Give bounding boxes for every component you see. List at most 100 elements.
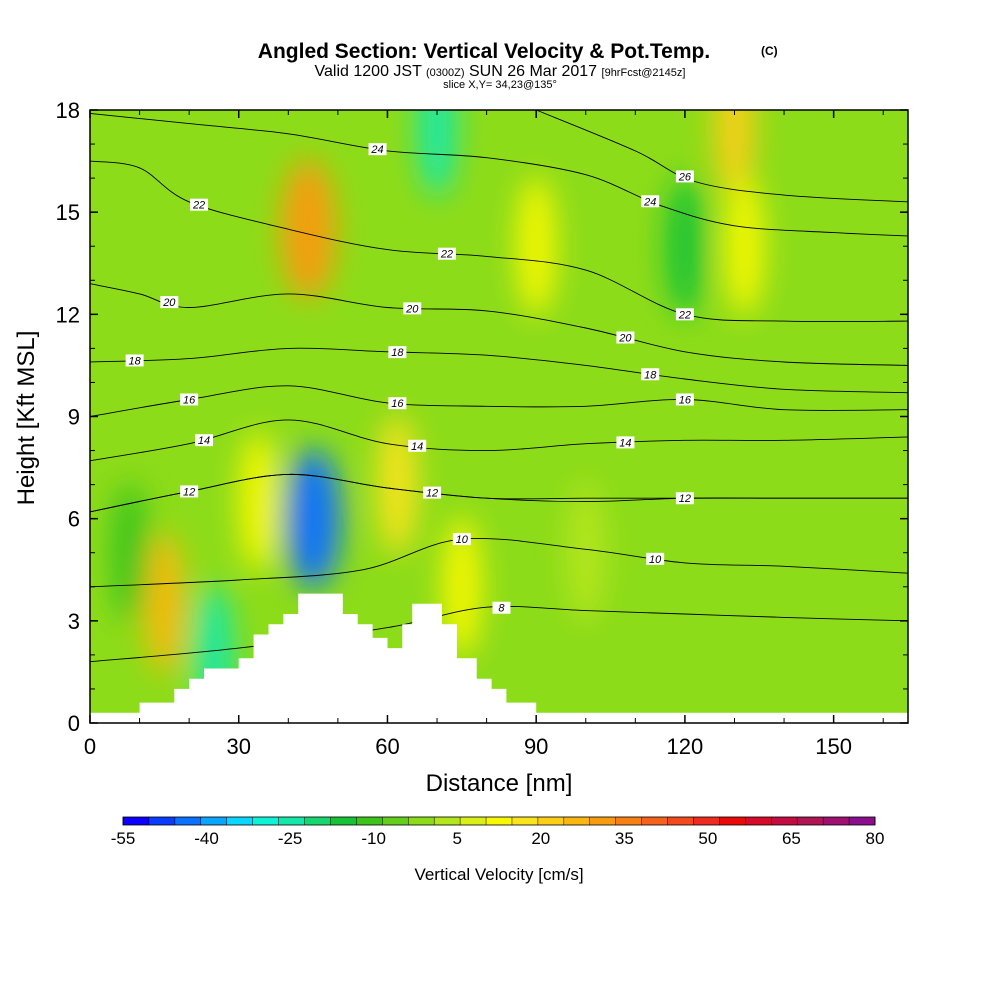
colorbar-swatch: [693, 817, 720, 825]
plot-area: 8 10 10 12 12 12 14 14 14 16 16 16 18 18 18 20 20 20 22 22 2…: [56, 98, 909, 759]
svg-text:18: 18: [128, 355, 141, 367]
contour-line-16: [90, 385, 908, 417]
velocity-feature-2: [280, 159, 337, 300]
utc-time: (0300Z): [426, 67, 465, 79]
colorbar-swatch: [797, 817, 824, 825]
contour-label-12: 12: [675, 492, 694, 505]
contour-label-10: 10: [646, 552, 665, 566]
contour-label-18: 18: [388, 346, 407, 359]
contour-label-16: 16: [388, 397, 407, 410]
colorbar-swatch: [148, 817, 176, 825]
svg-text:16: 16: [679, 394, 692, 406]
x-tick-label: 90: [524, 734, 548, 759]
contour-line-18: [90, 347, 908, 394]
velocity-feature-13: [565, 482, 606, 623]
terrain-mask: [139, 593, 537, 723]
contour-label-22: 22: [190, 198, 209, 212]
velocity-feature-7: [516, 176, 557, 317]
contour-label-24: 24: [368, 143, 387, 156]
colorbar-tick-label: -25: [278, 829, 303, 848]
colorbar: -55 -40 -25 -10 5 20 35 50 65 80: [111, 816, 885, 848]
colorbar-tick-label: 80: [866, 829, 885, 848]
x-tick-label: 150: [815, 734, 852, 759]
colorbar-swatch: [719, 817, 746, 825]
svg-text:14: 14: [198, 435, 210, 447]
contour-label-20: 20: [616, 331, 635, 344]
colorbar-swatch: [434, 817, 461, 825]
y-axis-ticks: 0 3 6 9 12 15 18: [56, 98, 908, 736]
velocity-feature-5: [377, 414, 418, 555]
svg-text:12: 12: [183, 486, 195, 498]
contour-label-22: 22: [675, 308, 694, 321]
slice-info: slice X,Y= 34,23@135°: [443, 79, 557, 91]
y-tick-label: 15: [56, 200, 80, 225]
svg-text:24: 24: [370, 144, 383, 156]
contour-label-26: 26: [675, 170, 694, 183]
svg-text:22: 22: [192, 200, 205, 212]
velocity-feature-4: [238, 431, 279, 572]
pot-temp-contours: [90, 110, 908, 663]
contour-label-22: 22: [437, 247, 456, 261]
svg-text:12: 12: [679, 493, 691, 505]
colorbar-swatch: [123, 817, 150, 825]
contour-line-22: [90, 160, 908, 323]
contour-line-20: [90, 283, 908, 366]
colorbar-tick-label: -55: [111, 829, 136, 848]
forecast-info: [9hrFcst@2145z]: [602, 67, 686, 79]
contour-line-26: [536, 110, 908, 203]
colorbar-tick-label: 5: [452, 829, 461, 848]
svg-text:26: 26: [678, 171, 692, 183]
svg-text:10: 10: [456, 534, 469, 546]
colorbar-swatch: [849, 817, 876, 825]
valid-date: SUN 26 Mar 2017: [469, 63, 597, 80]
colorbar-swatch: [771, 817, 798, 825]
colorbar-tick-label: 50: [698, 829, 717, 848]
contour-label-10: 10: [452, 533, 471, 546]
contour-label-20: 20: [403, 302, 422, 315]
colorbar-swatch: [356, 817, 383, 825]
colorbar-swatch: [615, 817, 643, 825]
colorbar-swatch: [408, 817, 435, 825]
contour-label-8: 8: [492, 601, 511, 615]
contour-line-14: [90, 419, 908, 462]
velocity-feature-9: [664, 176, 705, 317]
svg-text:24: 24: [643, 196, 656, 208]
x-tick-label: 0: [84, 734, 96, 759]
x-tick-label: 120: [667, 734, 704, 759]
contour-label-18: 18: [125, 354, 144, 367]
colorbar-tick-label: 20: [531, 829, 550, 848]
contour-label-16: 16: [675, 393, 694, 406]
y-axis-label: Height [Kft MSL]: [13, 331, 40, 506]
svg-text:22: 22: [678, 309, 691, 321]
svg-text:22: 22: [440, 249, 453, 261]
contour-line-12: [90, 473, 908, 513]
valid-time-line: Valid 1200 JST (0300Z) SUN 26 Mar 2017 […: [315, 63, 686, 80]
colorbar-swatch: [641, 817, 669, 825]
colorbar-swatch: [278, 817, 306, 825]
contour-label-14: 14: [408, 439, 427, 453]
colorbar-swatch: [486, 817, 513, 825]
terrain: [90, 593, 908, 723]
x-tick-label: 30: [226, 734, 250, 759]
contour-label-18: 18: [641, 368, 660, 381]
svg-text:14: 14: [619, 437, 631, 449]
velocity-feature-12: [109, 482, 150, 623]
copyright-mark: (C): [761, 44, 778, 58]
valid-prefix: Valid 1200 JST: [315, 63, 423, 80]
contour-labels: 8 10 10 12 12 12 14 14 14 16 16 16 18 18 18 20 20 20 22 22 2…: [125, 143, 694, 615]
contour-label-12: 12: [180, 485, 199, 498]
svg-text:16: 16: [183, 394, 196, 406]
chart-title-block: Angled Section: Vertical Velocity & Pot.…: [258, 40, 778, 91]
colorbar-swatch: [200, 817, 228, 825]
colorbar-swatch: [511, 817, 539, 825]
contour-label-14: 14: [616, 436, 635, 449]
contour-line-24: [90, 112, 908, 237]
velocity-feature-10: [714, 110, 755, 198]
colorbar-swatch: [563, 817, 591, 825]
y-tick-label: 3: [68, 609, 80, 634]
y-tick-label: 9: [68, 405, 80, 430]
svg-text:20: 20: [618, 332, 632, 344]
contour-label-14: 14: [195, 434, 214, 447]
colorbar-swatch: [304, 817, 331, 825]
